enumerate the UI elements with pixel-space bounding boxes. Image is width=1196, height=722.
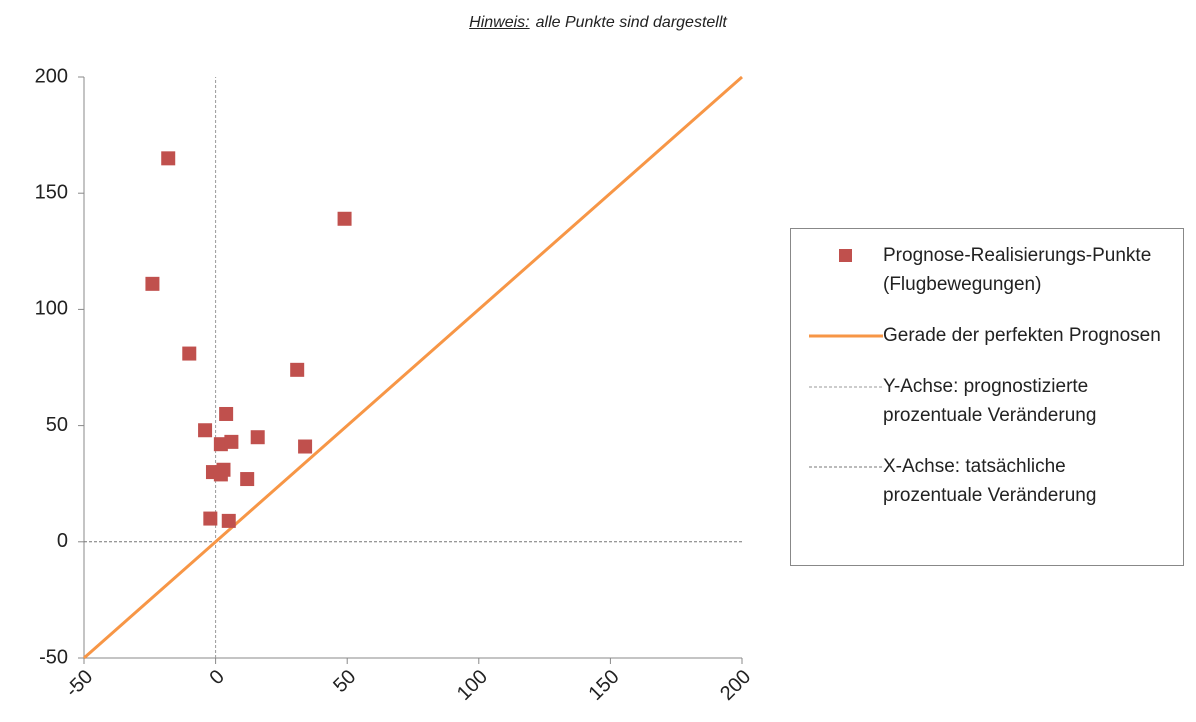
x-tick-label: -50 (61, 666, 97, 702)
scatter-point (219, 406, 234, 421)
x-tick-label: 50 (329, 666, 360, 697)
scatter-point (198, 423, 213, 438)
scatter-point (337, 211, 352, 226)
scatter-point (213, 437, 228, 452)
legend-symbol (839, 249, 852, 262)
title-label: Hinweis: (469, 14, 530, 31)
legend-label: Prognose-Realisierungs-Punkte (Flugbeweg… (883, 245, 1152, 295)
scatter-point (161, 151, 176, 166)
series-line (83, 75, 743, 660)
title-text: alle Punkte sind dargestellt (535, 14, 727, 31)
legend-item: X-Achse: tatsächliche prozentuale Veränd… (791, 452, 1175, 510)
legend-item: Y-Achse: prognostizierte prozentuale Ver… (791, 372, 1175, 430)
y-tick-label: -50 (39, 646, 68, 668)
legend-marker (809, 334, 883, 338)
scatter-point (224, 434, 239, 449)
scatter-point (213, 467, 228, 482)
x-tick-label: 150 (585, 666, 624, 705)
legend-marker (809, 386, 883, 388)
legend-marker (839, 249, 852, 262)
x-tick-label: 100 (453, 666, 492, 705)
y-tick-label: 150 (35, 181, 68, 203)
y-tick-label: 200 (35, 65, 68, 87)
scatter-point (290, 362, 305, 377)
x-tick-label: 0 (205, 666, 228, 689)
legend-item: Gerade der perfekten Prognosen (791, 321, 1175, 350)
legend-label: Gerade der perfekten Prognosen (883, 325, 1161, 346)
scatter-point (250, 430, 265, 445)
y-tick-label: 0 (57, 530, 68, 552)
scatter-point (240, 472, 255, 487)
scatter-point (298, 439, 313, 454)
scatter-point (145, 276, 160, 291)
chart-title: Hinweis: alle Punkte sind dargestellt (0, 14, 1196, 32)
legend-label: X-Achse: tatsächliche prozentuale Veränd… (883, 456, 1097, 506)
y-tick-label: 100 (35, 298, 68, 320)
legend-label: Y-Achse: prognostizierte prozentuale Ver… (883, 376, 1097, 426)
scatter-point (221, 513, 236, 528)
legend-item: Prognose-Realisierungs-Punkte (Flugbeweg… (791, 241, 1175, 299)
scatter-point (203, 511, 218, 526)
legend: Prognose-Realisierungs-Punkte (Flugbeweg… (790, 228, 1184, 566)
x-tick-label: 200 (716, 666, 755, 705)
legend-marker (809, 466, 883, 468)
y-tick-label: 50 (46, 414, 68, 436)
scatter-point (182, 346, 197, 361)
